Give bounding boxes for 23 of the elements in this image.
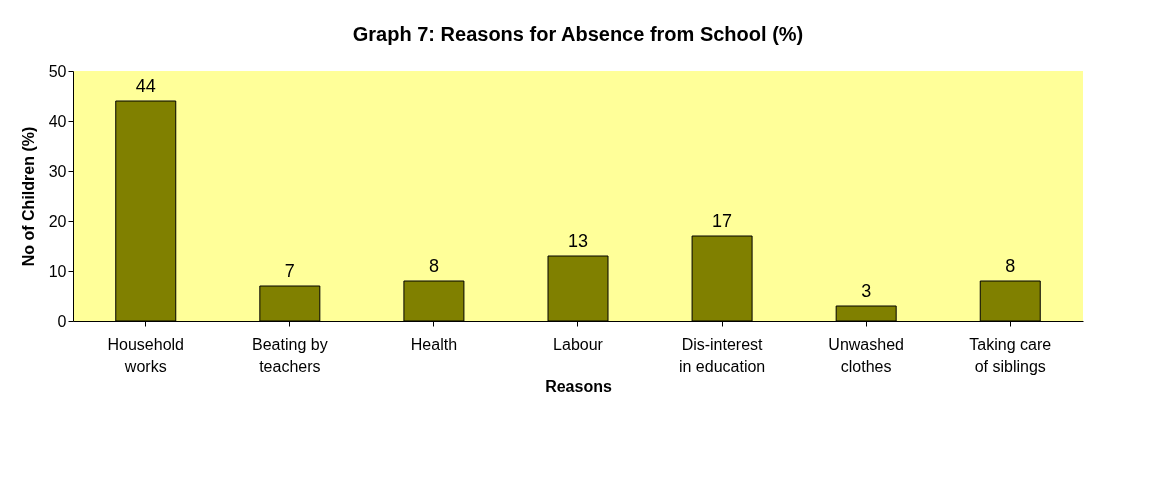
y-tick-label: 30	[48, 162, 67, 180]
y-axis-title: No of Children (%)	[19, 126, 37, 267]
y-tick-label: 50	[48, 62, 67, 80]
data-label: 44	[135, 76, 156, 96]
x-tick-label: Household works	[107, 335, 185, 375]
data-label: 13	[567, 231, 589, 251]
data-label: 17	[712, 211, 733, 231]
x-tick-label: Taking care of siblings	[969, 335, 1052, 375]
x-tick-label: Dis-interest in education	[678, 335, 766, 375]
x-tick-label: Unwashed clothes	[828, 335, 904, 375]
chart-title: Graph 7: Reasons for Absence from School (%)	[352, 23, 804, 45]
y-tick-label: 10	[48, 262, 67, 280]
data-label: 8	[1005, 256, 1016, 276]
y-tick-label: 0	[57, 312, 67, 330]
y-tick-label: 40	[48, 112, 67, 130]
data-label: 8	[428, 256, 439, 276]
y-tick-label: 20	[48, 212, 67, 230]
x-tick-label: Labour	[553, 335, 604, 353]
data-label: 7	[284, 261, 295, 281]
x-axis-title: Reasons	[545, 377, 612, 395]
data-label: 3	[861, 281, 872, 301]
x-tick-label: Beating by teachers	[252, 335, 328, 375]
x-tick-label: Health	[410, 335, 458, 353]
